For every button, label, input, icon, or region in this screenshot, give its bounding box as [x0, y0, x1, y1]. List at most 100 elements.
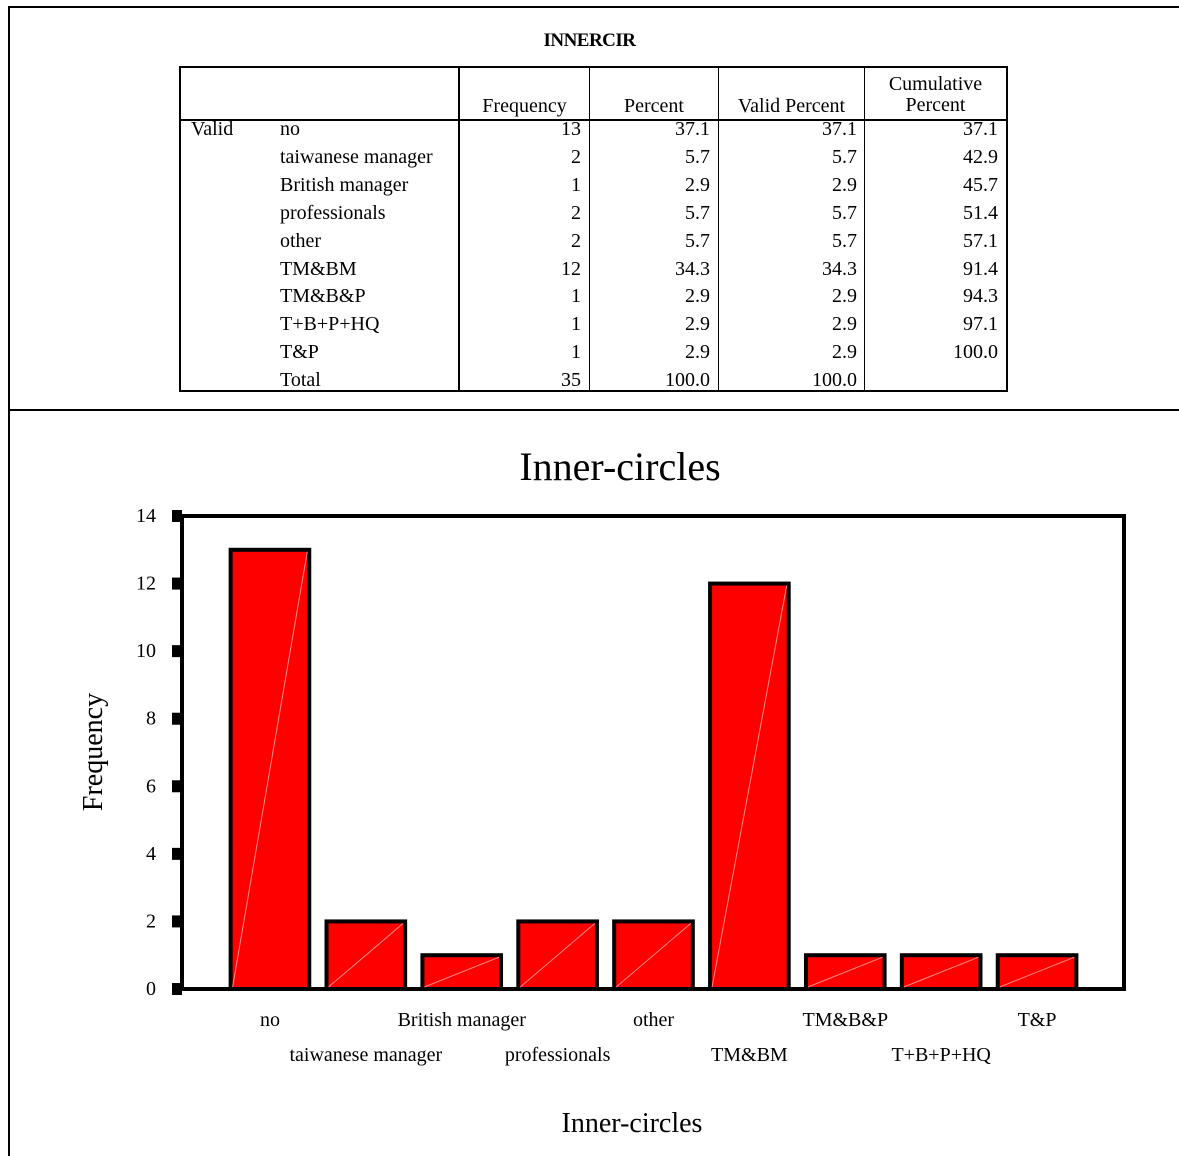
- cell-percent: 2.9: [685, 341, 710, 364]
- x-tick-label: T&P: [1018, 1009, 1057, 1031]
- row-label: T+B+P+HQ: [280, 313, 380, 336]
- header-cumulative-line2: Percent: [905, 94, 966, 116]
- x-tick-label: TM&BM: [711, 1044, 788, 1066]
- y-tick-label: 6: [146, 775, 156, 797]
- y-tick-label: 14: [136, 505, 156, 527]
- frame-top-border: [8, 6, 1179, 8]
- chart-title: Inner-circles: [519, 444, 720, 489]
- cell-cumulative: 97.1: [963, 313, 998, 336]
- frame-left-border: [8, 6, 10, 1156]
- y-tick-mark: [172, 847, 182, 860]
- cell-percent: 2.9: [685, 173, 710, 196]
- frequency-table: Frequency Percent Valid Percent Cumulati…: [179, 66, 1008, 392]
- y-tick-mark: [172, 510, 182, 522]
- cell-percent: 34.3: [675, 257, 710, 280]
- cell-valid-percent: 2.9: [832, 285, 857, 308]
- row-label: T&P: [280, 341, 319, 364]
- cell-cumulative: 51.4: [963, 201, 998, 224]
- cell-cumulative: 100.0: [953, 341, 998, 364]
- bar-highlight: [999, 956, 1075, 988]
- group-label-valid: Valid: [191, 118, 234, 140]
- cell-percent: 2.9: [685, 285, 710, 308]
- row-label: Total: [280, 369, 321, 392]
- bar-highlight: [615, 923, 692, 988]
- cell-valid-percent: 34.3: [822, 257, 857, 280]
- cell-frequency: 35: [561, 369, 581, 392]
- cell-frequency: 13: [561, 118, 581, 140]
- y-tick-mark: [172, 577, 182, 590]
- cell-valid-percent: 2.9: [832, 173, 857, 196]
- y-tick-mark: [172, 780, 182, 793]
- cell-percent: 37.1: [675, 118, 710, 140]
- cell-valid-percent: 5.7: [832, 145, 857, 168]
- bar-highlight: [424, 956, 500, 988]
- table-header-rule: [181, 119, 1006, 121]
- cell-percent: 2.9: [685, 313, 710, 336]
- row-label: other: [280, 229, 322, 252]
- x-tick-label: T+B+P+HQ: [891, 1044, 991, 1066]
- x-axis-label: Inner-circles: [562, 1108, 703, 1139]
- cell-cumulative: 91.4: [963, 257, 998, 280]
- header-frequency: Frequency: [482, 95, 567, 117]
- y-tick-label: 2: [146, 910, 156, 932]
- cell-valid-percent: 2.9: [832, 341, 857, 364]
- cell-percent: 5.7: [685, 229, 710, 252]
- cell-percent: 5.7: [685, 201, 710, 224]
- y-tick-label: 10: [136, 640, 156, 662]
- x-tick-label: no: [260, 1009, 280, 1031]
- y-tick-mark: [172, 645, 182, 658]
- table-vrule-3: [718, 68, 719, 390]
- x-tick-label: TM&B&P: [802, 1009, 888, 1031]
- y-tick-label: 0: [146, 978, 156, 1000]
- bar-highlight: [807, 956, 883, 988]
- plot-frame: [180, 514, 1126, 991]
- y-tick-label: 4: [146, 843, 156, 865]
- row-label: TM&BM: [280, 257, 357, 280]
- cell-cumulative: 57.1: [963, 229, 998, 252]
- cell-cumulative: 37.1: [963, 118, 998, 140]
- row-label: British manager: [280, 173, 409, 196]
- cell-valid-percent: 37.1: [822, 118, 857, 140]
- cell-cumulative: 42.9: [963, 145, 998, 168]
- y-tick-mark: [172, 983, 182, 995]
- table-vrule-1: [458, 68, 460, 390]
- x-tick-label: professionals: [505, 1044, 611, 1066]
- cell-frequency: 1: [571, 285, 581, 308]
- cell-valid-percent: 100.0: [812, 369, 857, 392]
- row-label: taiwanese manager: [280, 145, 433, 168]
- cell-valid-percent: 2.9: [832, 313, 857, 336]
- table-title: INNERCIR: [543, 30, 636, 51]
- x-tick-label: taiwanese manager: [289, 1044, 442, 1066]
- row-label: professionals: [280, 201, 386, 224]
- cell-valid-percent: 5.7: [832, 201, 857, 224]
- cell-percent: 5.7: [685, 145, 710, 168]
- header-valid-percent: Valid Percent: [737, 95, 846, 117]
- table-vrule-2: [589, 68, 590, 390]
- y-tick-label: 12: [136, 573, 156, 595]
- cell-frequency: 1: [571, 313, 581, 336]
- frame-divider: [8, 409, 1179, 411]
- cell-cumulative: 45.7: [963, 173, 998, 196]
- x-tick-label: other: [633, 1009, 674, 1031]
- cell-frequency: 2: [571, 201, 581, 224]
- cell-frequency: 1: [571, 173, 581, 196]
- cell-frequency: 1: [571, 341, 581, 364]
- cell-frequency: 2: [571, 229, 581, 252]
- bar-highlight: [903, 956, 979, 988]
- row-label: no: [280, 118, 300, 140]
- cell-valid-percent: 5.7: [832, 229, 857, 252]
- bar-highlight: [328, 923, 404, 988]
- x-tick-label: British manager: [398, 1009, 527, 1031]
- bar: [228, 547, 312, 991]
- cell-cumulative: 94.3: [963, 285, 998, 308]
- cell-frequency: 2: [571, 145, 581, 168]
- bar-highlight: [232, 551, 308, 988]
- cell-frequency: 12: [561, 257, 581, 280]
- row-label: TM&B&P: [280, 285, 366, 308]
- bar-highlight: [519, 923, 596, 988]
- bar-highlight: [711, 585, 788, 988]
- y-tick-label: 8: [146, 708, 156, 730]
- y-axis-label: Frequency: [78, 693, 109, 811]
- header-percent: Percent: [624, 95, 684, 117]
